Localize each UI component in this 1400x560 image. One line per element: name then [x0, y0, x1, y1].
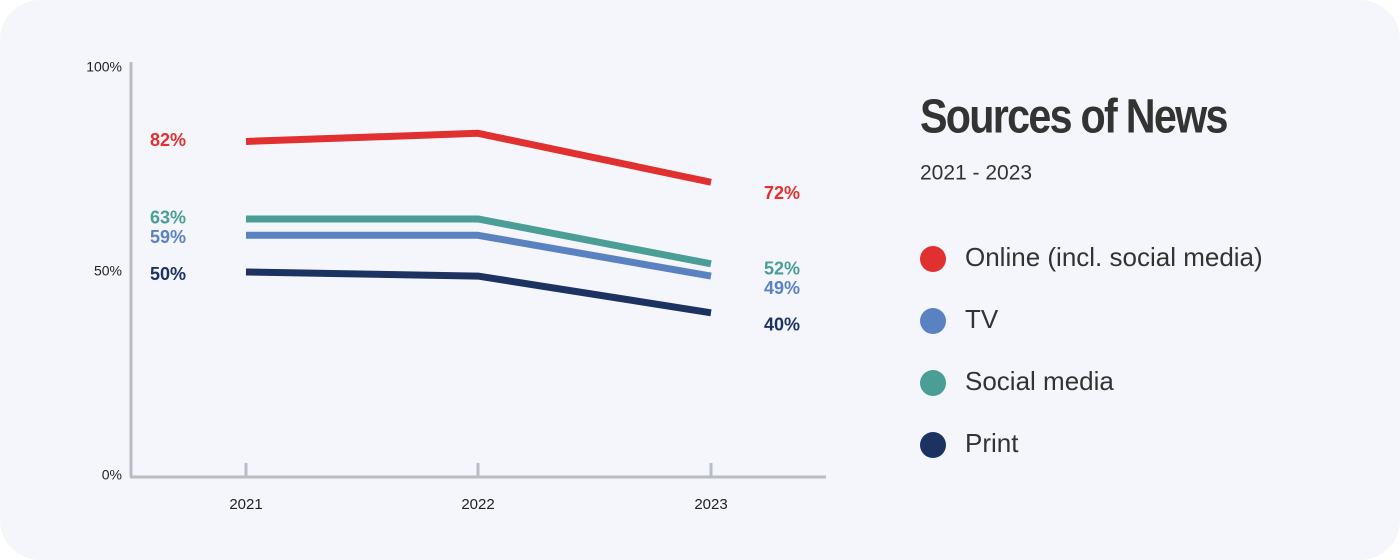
legend-marker	[920, 432, 946, 458]
y-tick-label: 0%	[102, 467, 122, 483]
chart-title: Sources of News	[920, 90, 1228, 144]
series-line	[245, 129, 712, 186]
data-label: 82%	[150, 130, 186, 150]
legend-marker	[920, 246, 946, 272]
x-tick-label: 2022	[461, 496, 494, 513]
legend-label: Online (incl. social media)	[965, 242, 1263, 272]
legend-marker	[920, 308, 946, 334]
legend-marker	[920, 370, 946, 396]
data-label: 49%	[764, 278, 800, 298]
data-label: 59%	[150, 227, 186, 247]
y-tick-label: 100%	[86, 59, 122, 75]
legend-label: Social media	[965, 366, 1114, 396]
series-line	[245, 268, 712, 317]
legend-label: TV	[965, 304, 999, 334]
chart-subtitle: 2021 - 2023	[920, 162, 1032, 185]
series-line	[246, 231, 712, 280]
x-tick-label: 2021	[229, 496, 262, 513]
data-label: 50%	[150, 264, 186, 284]
y-tick-label: 50%	[94, 263, 122, 279]
series-line	[246, 215, 712, 268]
x-tick-label: 2023	[694, 496, 727, 513]
data-label: 40%	[764, 315, 800, 335]
legend-label: Print	[965, 428, 1019, 458]
data-label: 72%	[764, 183, 800, 203]
data-label: 52%	[764, 259, 800, 279]
data-label: 63%	[150, 208, 186, 228]
